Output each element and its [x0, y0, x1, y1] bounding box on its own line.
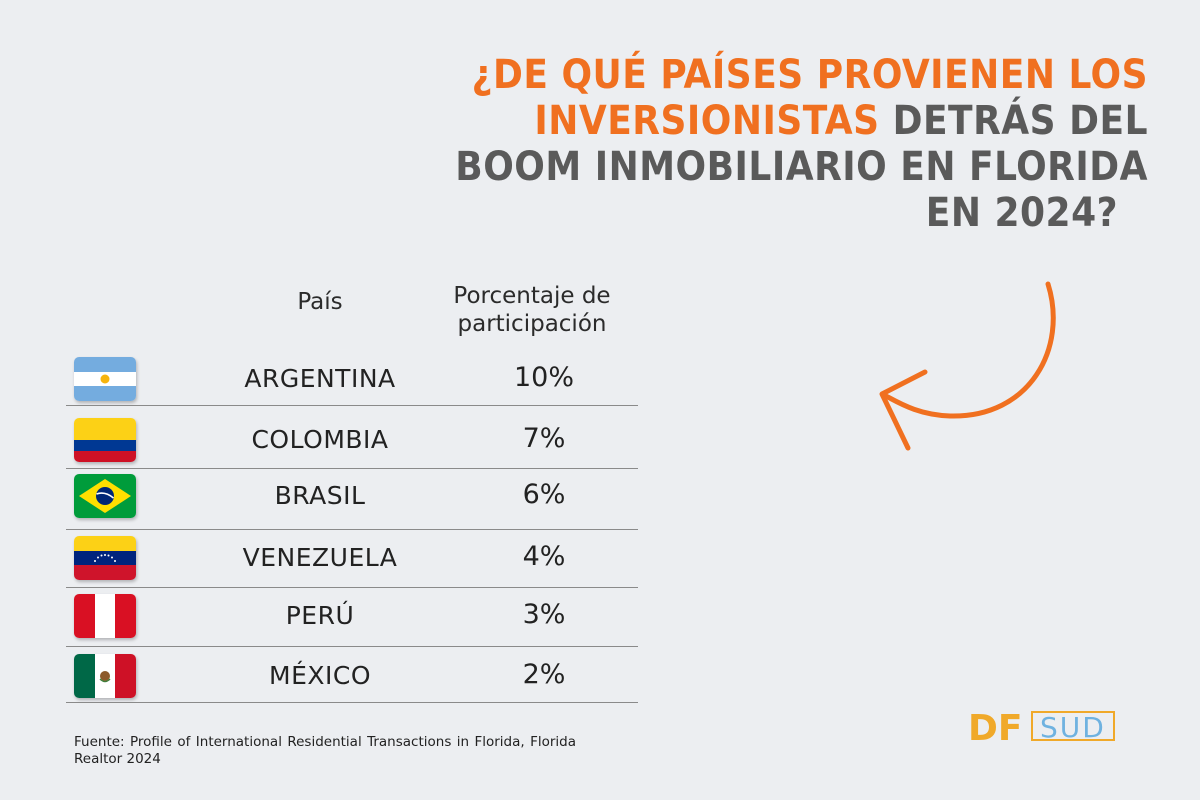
colombia-flag-icon	[74, 418, 136, 462]
country-name: PERÚ	[285, 601, 355, 630]
header-percentage-line1: Porcentaje de	[453, 283, 611, 309]
header-percentage-line2: participación	[457, 311, 607, 337]
country-name: BRASIL	[274, 481, 366, 510]
curved-arrow-icon	[879, 281, 1056, 451]
percentage-value: 6%	[522, 479, 566, 510]
country-name: MÉXICO	[269, 661, 371, 690]
argentina-flag-icon	[74, 357, 136, 401]
country-name: VENEZUELA	[242, 543, 398, 572]
venezuela-flag-icon	[74, 536, 136, 580]
row-divider	[66, 468, 638, 469]
percentage-value: 3%	[522, 599, 566, 630]
title-line-1: ¿DE QUÉ PAÍSES PROVIENEN LOS	[471, 52, 1148, 98]
header-country: País	[297, 289, 343, 315]
source-note: Fuente: Profile of International Residen…	[74, 734, 576, 767]
percentage-value: 10%	[513, 362, 574, 393]
title-line-3: BOOM INMOBILIARIO EN FLORIDA	[455, 144, 1148, 190]
logo-df: DF	[968, 708, 1022, 746]
percentage-value: 2%	[522, 659, 566, 690]
title-line-4: EN 2024?	[925, 190, 1118, 236]
header-percentage: Porcentaje de participación	[440, 282, 624, 338]
country-name: COLOMBIA	[251, 425, 389, 454]
title-line-2-rest: DETRÁS DEL	[892, 98, 1148, 144]
row-divider	[66, 702, 638, 703]
percentage-value: 4%	[522, 541, 566, 572]
row-divider	[66, 587, 638, 588]
dfsud-logo: DF SUD	[968, 708, 1115, 746]
page-title: ¿DE QUÉ PAÍSES PROVIENEN LOS INVERSIONIS…	[448, 52, 1148, 236]
row-divider	[66, 405, 638, 406]
brazil-flag-icon	[74, 474, 136, 518]
percentage-value: 7%	[522, 423, 566, 454]
row-divider	[66, 646, 638, 647]
logo-sud: SUD	[1040, 711, 1106, 744]
row-divider	[66, 529, 638, 530]
mexico-flag-icon	[74, 654, 136, 698]
peru-flag-icon	[74, 594, 136, 638]
country-name: ARGENTINA	[244, 364, 396, 393]
title-line-2-highlight: INVERSIONISTAS	[534, 98, 880, 144]
